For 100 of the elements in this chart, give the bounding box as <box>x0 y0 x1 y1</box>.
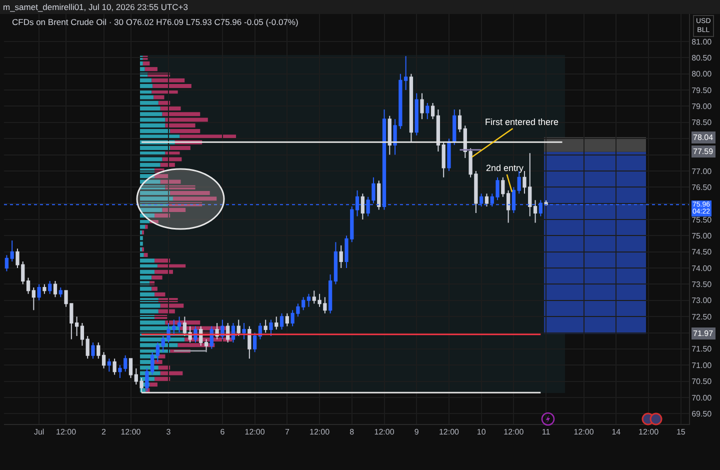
annotation: CFDs on Brent Crude Oil · 30 O76.02 H76.09 L75.93 C75.96 -0.05 (-0.07%) <box>12 17 298 27</box>
candlestick <box>269 319 273 336</box>
y-tick-label: 78.50 <box>692 118 712 128</box>
x-tick-label: 8 <box>350 428 355 437</box>
candlestick <box>377 180 381 210</box>
candlestick <box>458 108 462 133</box>
candlestick <box>452 108 456 146</box>
candlestick <box>334 242 338 285</box>
candlestick <box>210 326 214 350</box>
y-tick-label: 76.50 <box>692 182 712 192</box>
annotation: 77.59 <box>693 147 714 156</box>
candlestick <box>128 358 133 379</box>
candlestick <box>388 115 392 156</box>
candlestick <box>328 274 332 314</box>
candlestick <box>80 322 84 346</box>
candlestick <box>285 312 289 327</box>
candlestick <box>26 277 30 294</box>
x-tick-label: Jul <box>34 428 44 437</box>
bar <box>145 224 148 229</box>
candlestick <box>53 280 58 298</box>
candlestick <box>74 316 79 336</box>
x-tick-label: 10 <box>476 428 486 437</box>
y-tick-label: 81.00 <box>692 37 712 46</box>
bar <box>140 157 162 162</box>
candlestick <box>58 286 62 298</box>
y-tick-label: 71.00 <box>692 360 712 370</box>
x-tick-label: 2 <box>102 428 107 437</box>
y-tick-label: 70.50 <box>692 377 712 386</box>
y-tick-label: 69.50 <box>692 409 712 418</box>
candlestick <box>86 335 90 360</box>
y-tick-label: 75.50 <box>692 215 712 224</box>
y-tick-label: 79.00 <box>692 102 712 112</box>
candlestick <box>32 286 36 311</box>
candlestick <box>409 73 414 142</box>
x-tick-label: 12:00 <box>504 428 524 437</box>
annotation: First entered there <box>485 117 559 127</box>
y-tick-label: 79.50 <box>692 86 712 95</box>
candlestick <box>156 342 160 362</box>
candlestick <box>501 176 505 198</box>
candlestick <box>484 193 489 208</box>
y-tick-label: 77.00 <box>692 166 712 176</box>
candlestick <box>442 141 446 178</box>
candlestick <box>414 92 418 136</box>
candlestick <box>248 326 252 360</box>
candlestick <box>204 338 208 353</box>
x-tick-label: 12:00 <box>374 428 395 437</box>
candlestick <box>177 316 182 334</box>
x-tick-label: 12:00 <box>638 428 660 437</box>
x-tick-label: 12:00 <box>56 428 77 437</box>
candlestick <box>182 316 187 336</box>
x-tick-label: 12:00 <box>120 428 142 437</box>
y-tick-label: 74.50 <box>692 248 712 257</box>
x-tick-label: 6 <box>220 428 226 437</box>
candlestick <box>264 319 268 334</box>
annotation: 78.04 <box>693 133 714 142</box>
x-tick-label: 12:00 <box>310 428 330 437</box>
candlestick <box>274 316 278 330</box>
x-tick-label: 7 <box>284 428 290 437</box>
bar <box>144 252 148 258</box>
candlestick <box>112 358 116 376</box>
candlestick <box>339 244 343 269</box>
x-tick-label: 15 <box>676 428 686 437</box>
x-tick-label: 9 <box>414 428 420 437</box>
bar <box>162 157 182 162</box>
x-tick-label: 12:00 <box>574 428 594 437</box>
candlestick <box>10 240 14 262</box>
y-tick-label: 80.50 <box>692 53 712 62</box>
y-tick-label: 73.50 <box>692 280 712 290</box>
y-tick-label: 72.50 <box>692 312 712 322</box>
annotation: 71.97 <box>693 329 714 338</box>
x-tick-label: 12:00 <box>244 428 266 437</box>
candlestick <box>306 293 311 308</box>
x-tick-label: 14 <box>612 428 622 437</box>
candlestick <box>102 352 106 369</box>
candlestick <box>426 102 430 120</box>
candlestick <box>420 92 424 120</box>
y-tick-label: 71.50 <box>692 344 712 354</box>
x-tick-label: 11 <box>542 428 551 437</box>
y-tick-label: 80.00 <box>692 70 712 79</box>
candlestick <box>280 312 284 330</box>
candlestick <box>4 254 9 272</box>
x-tick-label: 3 <box>166 428 172 437</box>
candlestick <box>107 358 111 372</box>
candlestick <box>48 280 52 294</box>
candlestick <box>533 200 538 224</box>
y-tick-label: 73.00 <box>692 296 712 306</box>
x-tick-label: 12:00 <box>438 428 460 437</box>
y-tick-label: 74.00 <box>692 264 712 273</box>
candlestick <box>96 342 100 360</box>
candlestick <box>252 332 257 353</box>
candlestick <box>42 284 46 294</box>
candlestick <box>37 284 41 301</box>
candlestick <box>242 322 246 340</box>
candlestick <box>236 319 240 336</box>
candlestick <box>360 193 364 220</box>
candlestick <box>199 326 203 346</box>
chart-title: m_samet_demirelli01, Jul 10, 2026 23:55 UTC+3 <box>3 2 188 12</box>
candlestick <box>436 108 440 152</box>
candlestick <box>430 102 435 120</box>
candlestick <box>91 342 95 360</box>
